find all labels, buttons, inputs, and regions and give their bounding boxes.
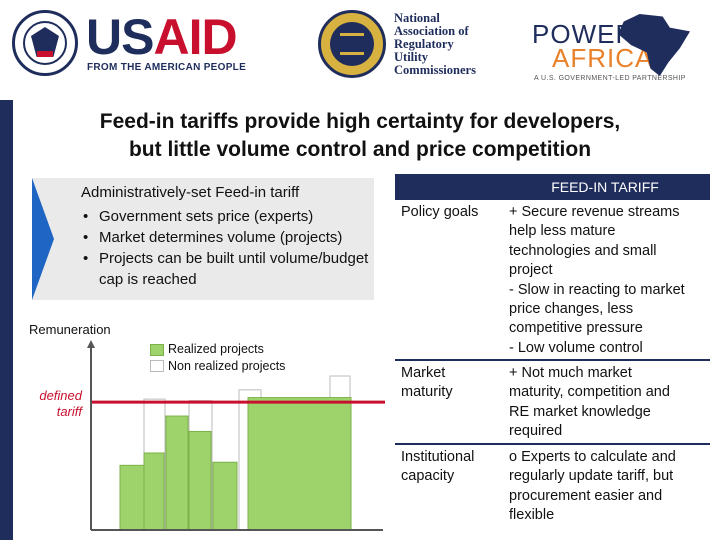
slide-title-line-1: Feed-in tariffs provide high certainty f… — [99, 110, 621, 133]
slide-title-line-2: but little volume control and price comp… — [128, 138, 592, 161]
text-line: - Low volume control — [509, 339, 643, 356]
power-africa-word-africa: AFRICA — [552, 43, 654, 73]
realized-project-bar — [212, 461, 238, 531]
text-line: o Experts to calculate and — [509, 449, 676, 465]
text-line: regularly update tariff, but — [509, 468, 674, 485]
naruc-seal-logo — [318, 10, 386, 78]
legend-label-non-realized: Non realized projects — [168, 359, 286, 373]
realized-project-bar — [143, 452, 165, 531]
usaid-seal-inner-ring — [23, 21, 67, 65]
left-accent-stripe — [0, 100, 13, 540]
realized-project-bar — [119, 464, 145, 531]
table-row-divider — [395, 359, 710, 361]
table-header-bar — [395, 174, 710, 200]
table-header-label: FEED-IN TARIFF — [551, 179, 659, 195]
realized-project-bar — [165, 415, 189, 531]
list-item: Projects can be built until volume/budge… — [81, 248, 371, 290]
text-line: - Slow in reacting to market — [509, 281, 685, 298]
usaid-seal-logo — [12, 10, 78, 76]
text-line: project — [509, 262, 553, 279]
row-text-policy-goals: + Secure revenue streams help less matur… — [509, 203, 709, 358]
row-label-market-maturity: Market maturity — [401, 365, 453, 400]
remuneration-bar-chart — [87, 340, 385, 531]
naruc-line: National — [394, 11, 440, 25]
tariff-line-label: defined tariff — [39, 388, 82, 419]
realized-project-bar — [188, 430, 212, 531]
naruc-line: Association of — [394, 24, 469, 38]
list-item: Market determines volume (projects) — [81, 227, 371, 248]
list-item: Government sets price (experts) — [81, 206, 371, 227]
summary-bullet-list: Government sets price (experts) Market d… — [81, 206, 371, 290]
text-line: help less mature — [509, 223, 616, 240]
text-line: price changes, less — [509, 301, 634, 318]
legend-swatch-non-realized — [150, 360, 164, 372]
naruc-line: Commissioners — [394, 63, 476, 77]
naruc-wordmark: National Association of Regulatory Utili… — [394, 12, 504, 77]
row-label-policy-goals: Policy goals — [401, 204, 479, 220]
usaid-wordmark: USAID — [86, 9, 238, 65]
text-line: + Secure revenue streams — [509, 204, 680, 220]
naruc-line: Utility — [394, 50, 429, 64]
row-label-institutional-capacity: Institutional capacity — [401, 449, 475, 484]
slide-title: Feed-in tariffs provide high certainty f… — [20, 108, 700, 164]
text-line: + Not much market — [509, 365, 632, 381]
text-line: technologies and small — [509, 242, 657, 259]
text-line: competitive pressure — [509, 320, 643, 337]
power-africa-subtitle: A U.S. GOVERNMENT-LED PARTNERSHIP — [534, 75, 686, 82]
row-text-market-maturity: + Not much market maturity, competition … — [509, 364, 709, 442]
seal-shield-icon — [37, 51, 53, 57]
y-axis-arrow-icon — [87, 340, 95, 348]
usaid-tagline: FROM THE AMERICAN PEOPLE — [87, 62, 247, 73]
naruc-seal-inner — [330, 22, 374, 66]
text-line: procurement easier and — [509, 487, 663, 504]
text-line: flexible — [509, 507, 555, 524]
realized-project-bar — [247, 397, 352, 531]
scales-of-justice-icon — [340, 33, 364, 55]
table-row-divider — [395, 443, 710, 445]
text-line: required — [509, 423, 563, 440]
naruc-line: Regulatory — [394, 37, 454, 51]
legend-swatch-realized — [150, 344, 164, 356]
legend-label-realized: Realized projects — [168, 342, 264, 356]
summary-heading: Administratively-set Feed-in tariff — [81, 184, 300, 201]
usaid-wordmark-aid: AID — [153, 9, 237, 65]
usaid-wordmark-us: US — [86, 9, 154, 65]
chart-y-axis-label: Remuneration — [29, 322, 111, 337]
text-line: maturity, competition and — [509, 384, 670, 401]
text-line: RE market knowledge — [509, 403, 651, 420]
power-africa-word-power: POWER — [532, 19, 636, 49]
row-text-institutional-capacity: o Experts to calculate and regularly upd… — [509, 448, 709, 526]
